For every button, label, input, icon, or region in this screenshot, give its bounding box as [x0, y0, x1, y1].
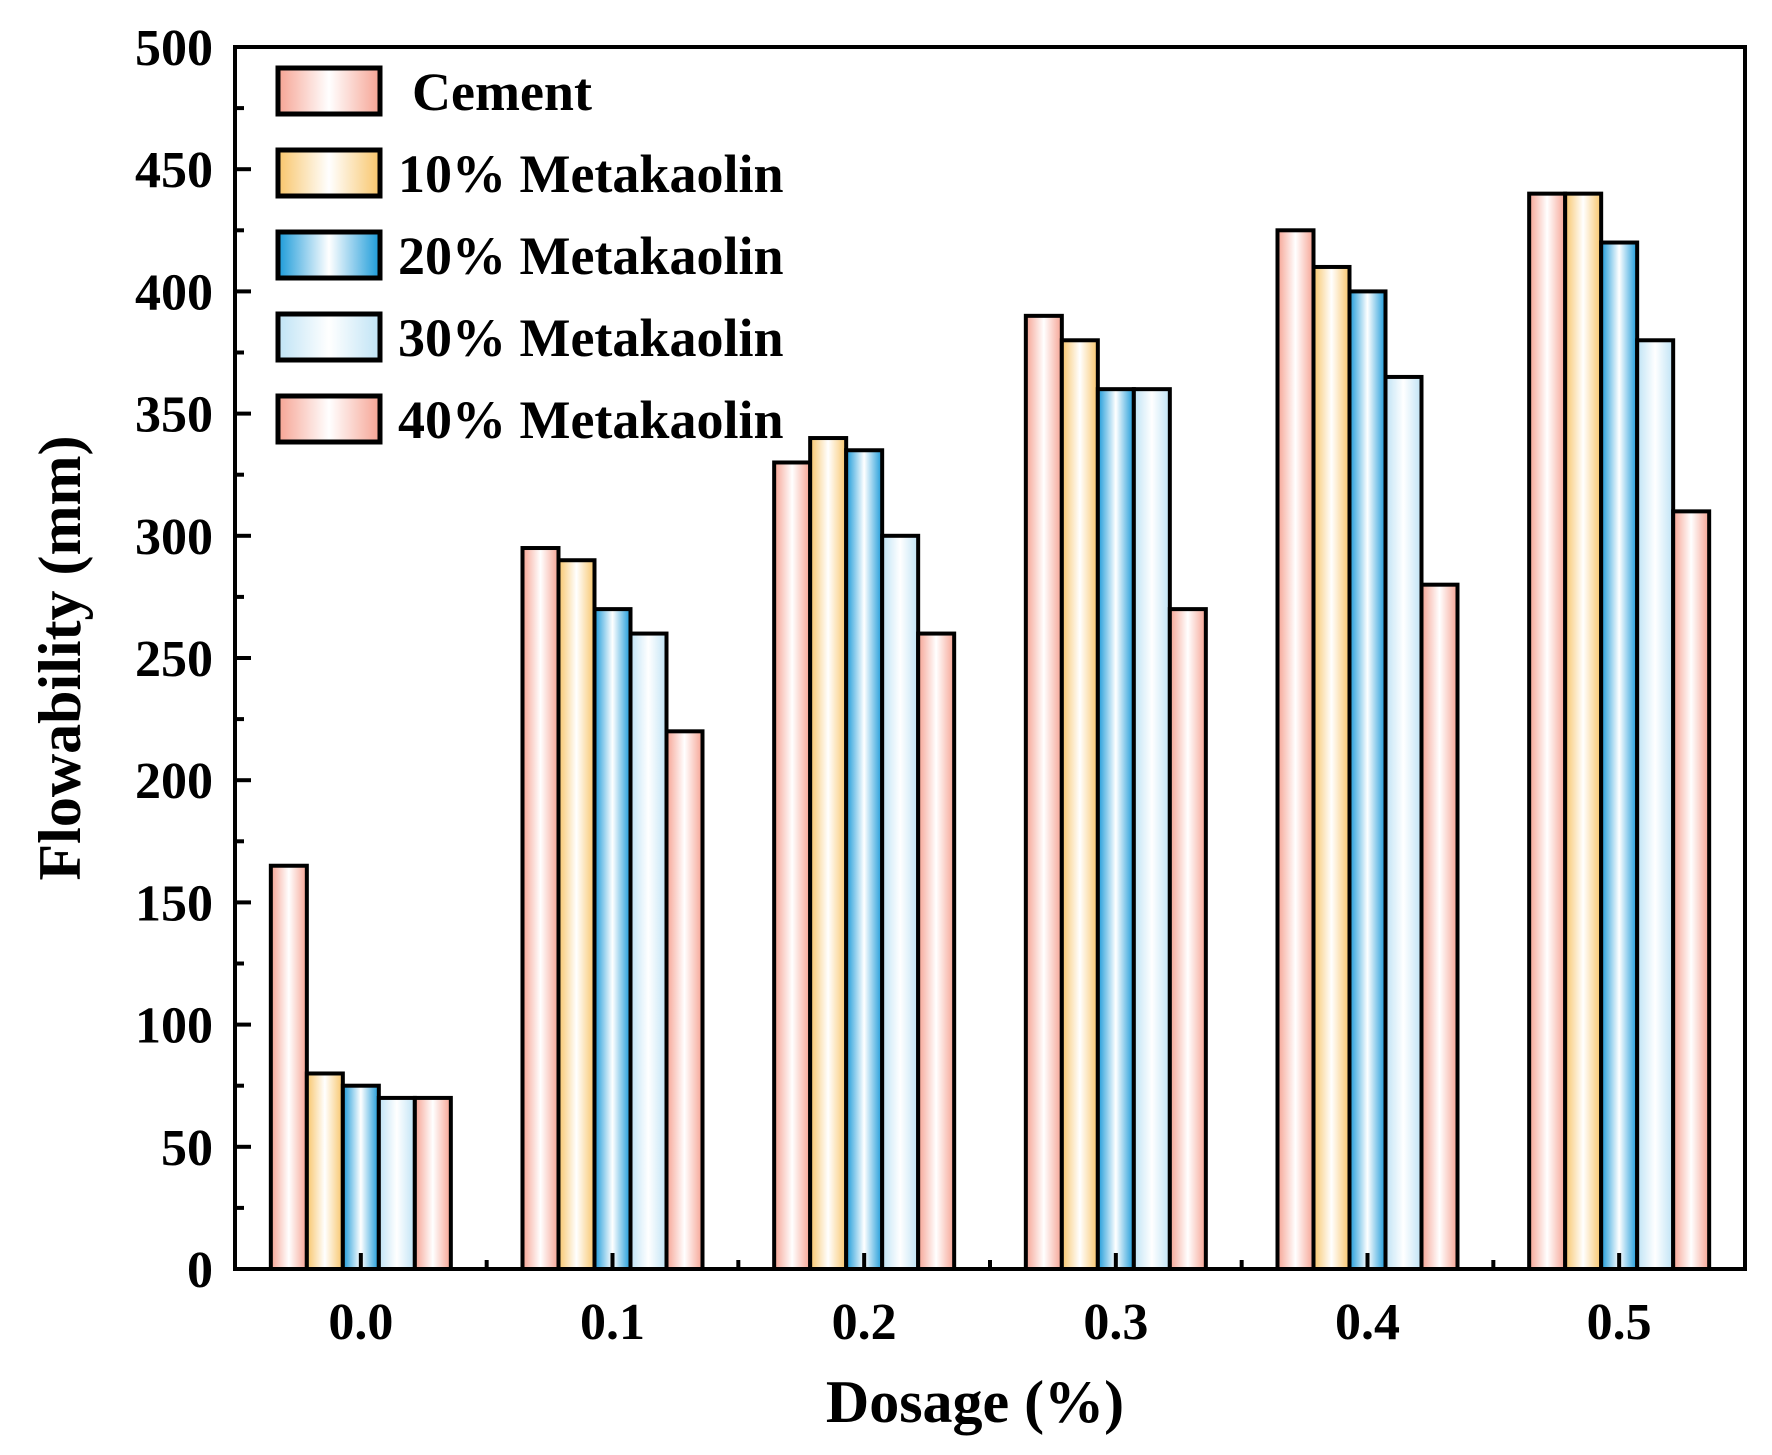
bar-20-metakaolin-0.5 [1599, 240, 1640, 1271]
bar-40-metakaolin-0.3 [1167, 607, 1208, 1271]
bar-cement-0.0 [268, 863, 309, 1271]
legend-swatch [275, 311, 383, 363]
y-tick-label: 450 [135, 142, 213, 199]
x-tick-label: 0.4 [1335, 1294, 1400, 1351]
bar-30-metakaolin-0.0 [376, 1095, 417, 1272]
y-tick-label: 200 [135, 753, 213, 810]
y-tick-label: 500 [135, 20, 213, 77]
bar-20-metakaolin-0.1 [592, 607, 633, 1271]
bar-30-metakaolin-0.2 [880, 533, 921, 1271]
bar-20-metakaolin-0.0 [340, 1083, 381, 1271]
x-tick-label: 0.1 [580, 1294, 645, 1351]
legend-label: 30% Metakaolin [398, 308, 784, 368]
x-tick-label: 0.5 [1587, 1294, 1652, 1351]
bar-30-metakaolin-0.5 [1635, 338, 1676, 1271]
y-tick-label: 100 [135, 998, 213, 1055]
bar-30-metakaolin-0.4 [1383, 374, 1424, 1271]
y-axis: 0 50 100 150 200 250 300 350 400 450 500 [135, 20, 251, 1299]
legend-label: 20% Metakaolin [398, 226, 784, 286]
bar-10-metakaolin-0.2 [808, 436, 849, 1272]
legend-label: Cement [412, 62, 592, 122]
bar-10-metakaolin-0.5 [1563, 191, 1604, 1271]
x-tick-label: 0.3 [1083, 1294, 1148, 1351]
bar-30-metakaolin-0.3 [1131, 387, 1172, 1272]
bar-40-metakaolin-0.2 [916, 631, 957, 1271]
bar-40-metakaolin-0.5 [1671, 509, 1712, 1271]
bar-40-metakaolin-0.4 [1419, 582, 1460, 1271]
legend-label: 10% Metakaolin [398, 144, 784, 204]
bar-10-metakaolin-0.0 [304, 1071, 345, 1271]
legend-swatch [275, 147, 383, 199]
bar-cement-0.2 [772, 460, 813, 1272]
bar-20-metakaolin-0.3 [1095, 387, 1136, 1272]
y-tick-label: 350 [135, 387, 213, 444]
y-tick-label: 250 [135, 631, 213, 688]
bar-40-metakaolin-0.0 [412, 1095, 453, 1272]
bar-cement-0.5 [1527, 191, 1568, 1271]
bar-10-metakaolin-0.4 [1311, 264, 1352, 1271]
legend-swatch [275, 393, 383, 445]
legend-label: 40% Metakaolin [398, 390, 784, 450]
x-axis-title: Dosage (%) [826, 1369, 1124, 1435]
x-tick-label: 0.0 [328, 1294, 393, 1351]
x-axis: 0.0 0.1 0.2 0.3 0.4 0.5 [328, 1253, 1652, 1351]
y-tick-label: 0 [187, 1242, 213, 1299]
bar-20-metakaolin-0.2 [844, 448, 885, 1271]
x-tick-label: 0.2 [832, 1294, 897, 1351]
bar-cement-0.3 [1023, 313, 1064, 1271]
y-tick-label: 400 [135, 264, 213, 321]
bar-10-metakaolin-0.1 [556, 558, 597, 1271]
bar-40-metakaolin-0.1 [664, 729, 705, 1271]
bar-10-metakaolin-0.3 [1059, 338, 1100, 1271]
y-axis-title: Flowability (mm) [27, 436, 93, 881]
bars-group [268, 191, 1712, 1272]
bar-20-metakaolin-0.4 [1347, 289, 1388, 1271]
y-tick-label: 150 [135, 875, 213, 932]
bar-30-metakaolin-0.1 [628, 631, 669, 1271]
legend: Cement 10% Metakaolin 20% Metakaolin 30% Me… [275, 62, 784, 450]
legend-swatch [275, 229, 383, 281]
y-tick-label: 300 [135, 509, 213, 566]
legend-swatch [275, 65, 383, 117]
bar-cement-0.4 [1275, 228, 1316, 1271]
y-tick-label: 50 [161, 1120, 213, 1177]
bar-cement-0.1 [520, 546, 561, 1271]
